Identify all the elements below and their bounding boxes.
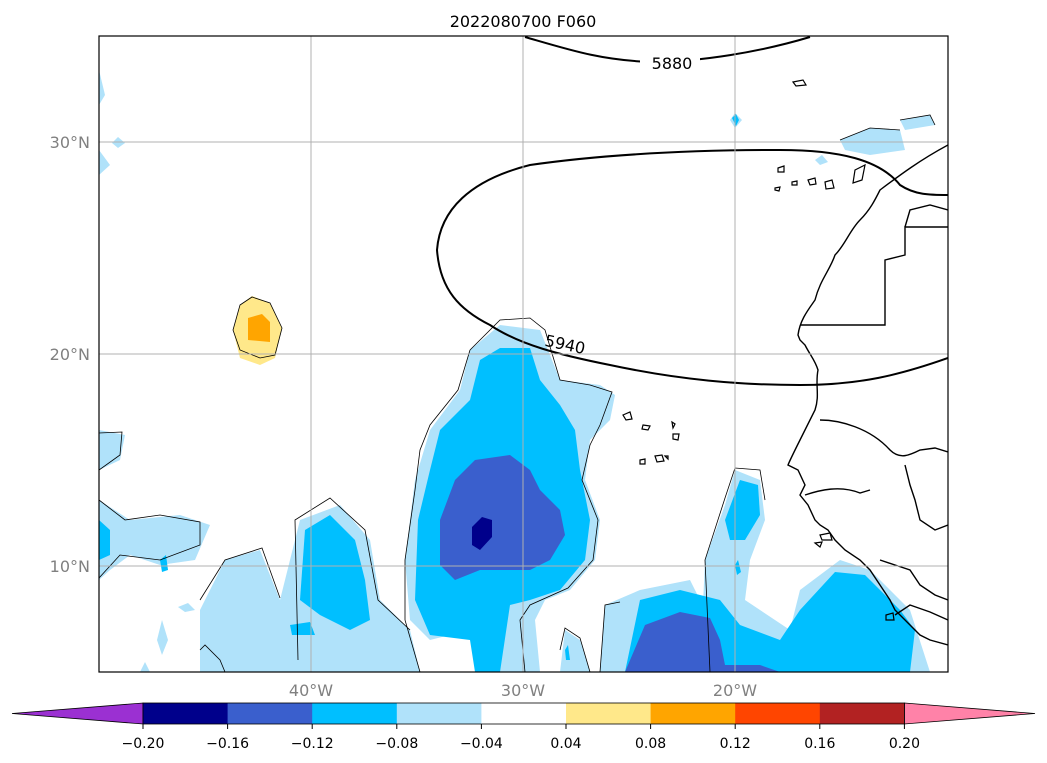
senegal-border bbox=[819, 419, 948, 457]
canary-island bbox=[824, 179, 835, 190]
label-bg-5880 bbox=[640, 52, 700, 74]
colorbar-frame bbox=[142, 702, 905, 725]
lon-label-20w: 20°W bbox=[713, 681, 757, 700]
colorbar-tick-label: 0.16 bbox=[804, 736, 835, 752]
gridlines bbox=[99, 36, 948, 672]
lat-label-20n: 20°N bbox=[50, 345, 90, 364]
colorbar-tick-label: 0.08 bbox=[635, 736, 666, 752]
colorbar-tick-label: −0.12 bbox=[291, 736, 334, 752]
morocco-border bbox=[904, 204, 948, 228]
colorbar-tick-label: −0.16 bbox=[206, 736, 249, 752]
gambia-border bbox=[804, 488, 871, 496]
islands bbox=[622, 79, 895, 621]
contour-label-5880: 5880 bbox=[652, 54, 693, 73]
colorbar-segment bbox=[312, 703, 398, 724]
sierra-leone-border bbox=[894, 604, 948, 621]
colorbar-under-arrow bbox=[11, 702, 144, 725]
neg-anomaly-max bbox=[472, 517, 492, 550]
colorbar-over-arrow bbox=[904, 702, 1036, 725]
western-sahara-border bbox=[800, 226, 948, 326]
africa-coast bbox=[787, 144, 948, 646]
lat-label-10n: 10°N bbox=[50, 557, 90, 576]
madeira-island bbox=[791, 79, 808, 87]
colorbar-segment bbox=[396, 703, 482, 724]
pos-anomaly-mid bbox=[248, 314, 270, 342]
lon-label-30w: 30°W bbox=[501, 681, 545, 700]
guinea-border bbox=[879, 559, 948, 601]
map-title: 2022080700 F060 bbox=[450, 12, 597, 31]
map-area bbox=[99, 36, 948, 672]
coastlines bbox=[787, 144, 948, 646]
map-frame bbox=[98, 35, 949, 673]
anomaly-contours bbox=[99, 114, 936, 672]
colorbar-segment bbox=[143, 703, 229, 724]
colorbar-tick-label: −0.08 bbox=[375, 736, 418, 752]
colorbar-tick-label: 0.12 bbox=[720, 736, 751, 752]
cape-verde-island bbox=[622, 411, 633, 421]
colorbar-segment bbox=[735, 703, 821, 724]
colorbar-tick-label: 0.20 bbox=[889, 736, 920, 752]
colorbar: −0.20 −0.16 −0.12 −0.08 −0.04 0.04 0.08 0.12 0.1… bbox=[11, 702, 1036, 752]
colorbar-tick-label: −0.20 bbox=[122, 736, 165, 752]
colorbar-tick-label: −0.04 bbox=[460, 736, 503, 752]
colorbar-tick-label: 0.04 bbox=[550, 736, 581, 752]
colorbar-segment bbox=[481, 703, 567, 724]
lon-label-40w: 40°W bbox=[289, 681, 333, 700]
colorbar-segment bbox=[819, 703, 905, 724]
lat-label-30n: 30°N bbox=[50, 133, 90, 152]
contour-5940-line bbox=[435, 148, 948, 387]
colorbar-segment bbox=[227, 703, 313, 724]
neg-anomaly-strong bbox=[440, 455, 780, 672]
mali-border bbox=[904, 464, 948, 531]
colorbar-segment bbox=[650, 703, 736, 724]
colorbar-segment bbox=[566, 703, 652, 724]
